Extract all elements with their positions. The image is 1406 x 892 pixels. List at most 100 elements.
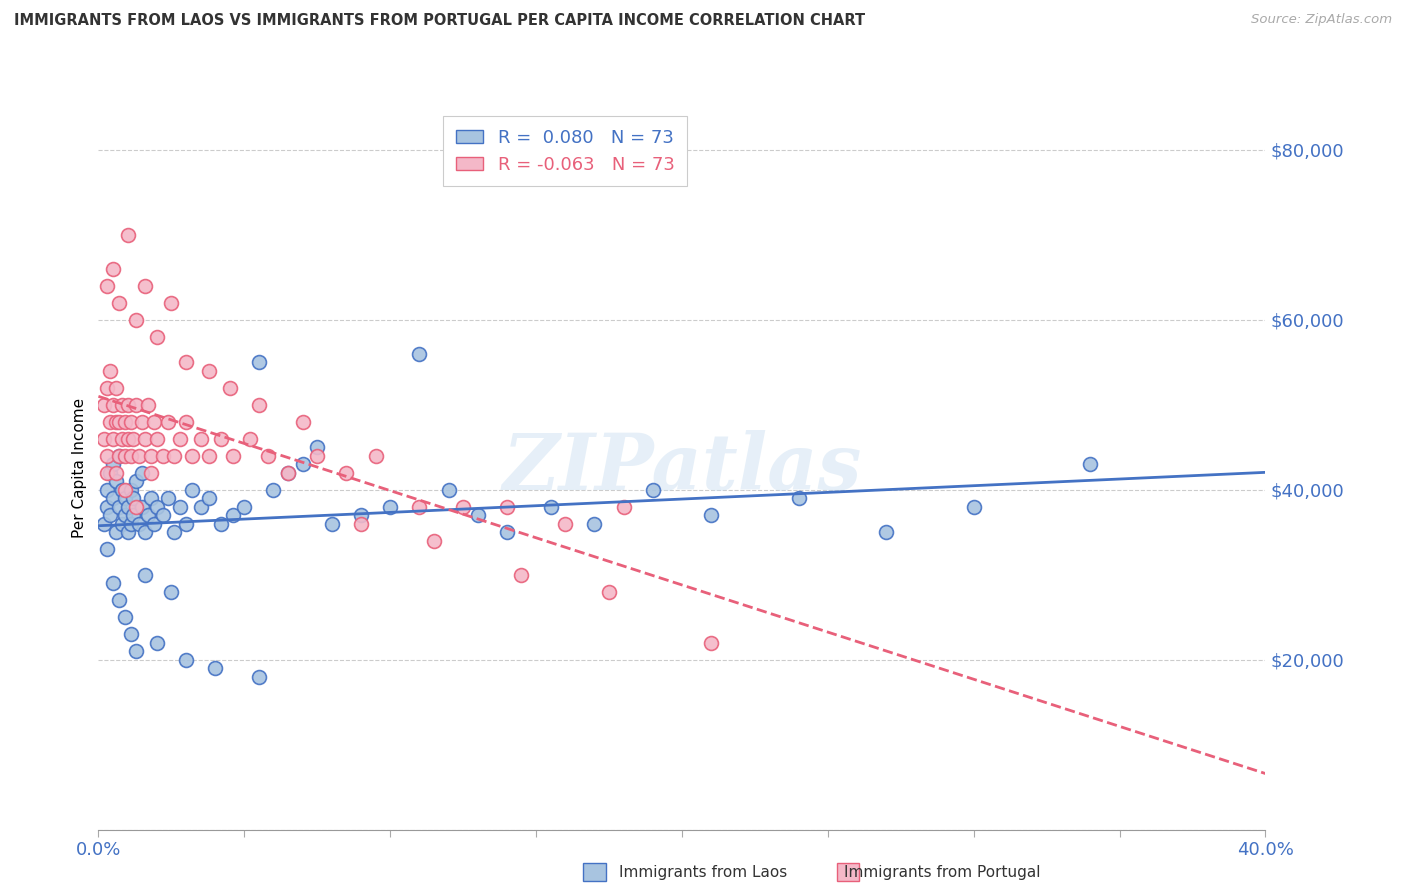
Point [146, 635, 169, 649]
Point [96, 483, 118, 497]
Point [134, 278, 156, 293]
Point [122, 491, 145, 505]
Point [108, 500, 131, 514]
Point [157, 415, 180, 429]
Point [139, 491, 162, 505]
Point [209, 432, 232, 446]
Point [496, 500, 519, 514]
Point [96, 278, 118, 293]
Point [233, 500, 256, 514]
Point [221, 449, 243, 463]
Point [111, 398, 134, 412]
Point [1080, 457, 1102, 471]
Point [104, 474, 127, 488]
Point [364, 449, 387, 463]
Bar [837, 863, 859, 881]
Point [114, 610, 136, 624]
Legend: R =  0.080   N = 73, R = -0.063   N = 73: R = 0.080 N = 73, R = -0.063 N = 73 [443, 116, 688, 186]
Point [540, 500, 562, 514]
Point [125, 312, 148, 326]
Point [198, 491, 221, 505]
Point [96, 449, 118, 463]
Point [101, 261, 124, 276]
Text: Immigrants from Laos: Immigrants from Laos [619, 865, 787, 880]
Point [136, 398, 159, 412]
Point [104, 524, 127, 539]
Point [134, 567, 156, 582]
Point [247, 669, 270, 683]
Point [128, 516, 150, 531]
Point [120, 627, 142, 641]
Point [128, 449, 150, 463]
Point [96, 466, 118, 480]
Point [96, 500, 118, 514]
Point [117, 432, 139, 446]
Point [350, 508, 373, 522]
Point [307, 440, 329, 454]
Point [114, 415, 136, 429]
Point [163, 449, 186, 463]
Point [190, 432, 212, 446]
Point [408, 500, 430, 514]
Point [321, 516, 343, 531]
Point [169, 500, 191, 514]
Point [142, 516, 165, 531]
Point [221, 508, 243, 522]
Point [117, 398, 139, 412]
Point [218, 380, 240, 394]
Point [209, 516, 232, 531]
Point [510, 567, 533, 582]
Point [125, 644, 148, 658]
Point [198, 449, 221, 463]
Point [335, 466, 357, 480]
Text: IMMIGRANTS FROM LAOS VS IMMIGRANTS FROM PORTUGAL PER CAPITA INCOME CORRELATION C: IMMIGRANTS FROM LAOS VS IMMIGRANTS FROM … [14, 13, 865, 29]
Point [350, 516, 373, 531]
Point [93, 398, 115, 412]
Point [131, 500, 153, 514]
Point [117, 500, 139, 514]
Point [256, 449, 278, 463]
Point [104, 380, 127, 394]
Point [291, 457, 314, 471]
Point [108, 449, 131, 463]
Point [98, 363, 121, 377]
Point [152, 508, 174, 522]
Point [114, 449, 136, 463]
Text: ZIPatlas: ZIPatlas [502, 430, 862, 507]
Point [125, 474, 148, 488]
Point [101, 457, 124, 471]
Point [93, 432, 115, 446]
Point [180, 483, 202, 497]
Point [104, 466, 127, 480]
Point [451, 500, 474, 514]
Point [131, 415, 153, 429]
Point [146, 500, 169, 514]
Point [174, 355, 197, 369]
Point [101, 432, 124, 446]
Y-axis label: Per Capita Income: Per Capita Income [72, 398, 87, 539]
Point [125, 398, 148, 412]
Point [117, 227, 139, 242]
Point [146, 329, 169, 343]
Point [122, 508, 145, 522]
Bar [583, 863, 606, 881]
Point [122, 432, 145, 446]
Point [247, 355, 270, 369]
Point [134, 432, 156, 446]
Point [120, 415, 142, 429]
Point [98, 508, 121, 522]
Point [174, 415, 197, 429]
Point [190, 500, 212, 514]
Point [247, 398, 270, 412]
Point [108, 593, 131, 607]
Point [152, 449, 174, 463]
Point [114, 483, 136, 497]
Point [437, 483, 460, 497]
Point [98, 415, 121, 429]
Point [146, 432, 169, 446]
Point [277, 466, 299, 480]
Point [142, 415, 165, 429]
Point [108, 449, 131, 463]
Point [307, 449, 329, 463]
Point [108, 415, 131, 429]
